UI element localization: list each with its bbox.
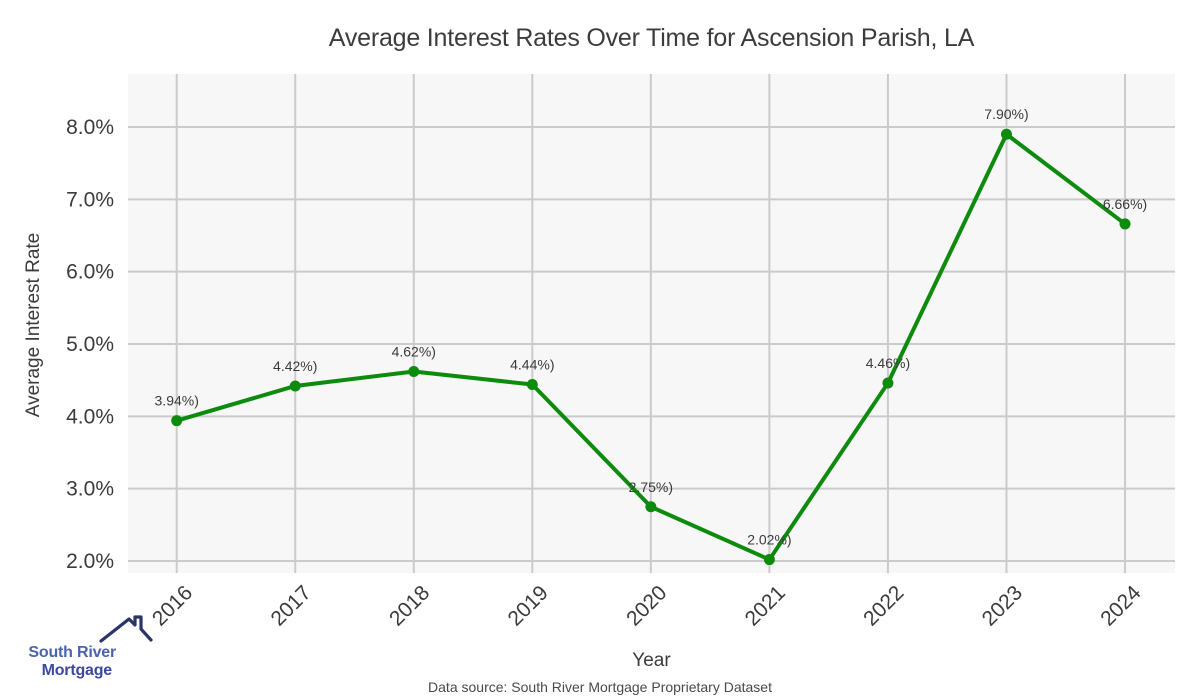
point-value-label: 2.02%) [747, 532, 791, 548]
x-tick-label: 2022 [859, 581, 908, 630]
data-point [763, 554, 775, 566]
x-tick-label: 2018 [385, 581, 434, 630]
y-tick-label: 3.0% [66, 478, 114, 501]
y-axis-title: Average Interest Rate [23, 232, 44, 418]
y-tick-label: 4.0% [66, 405, 114, 428]
data-point [1119, 218, 1131, 230]
point-value-label: 4.44%) [510, 357, 554, 373]
x-tick-label: 2023 [978, 581, 1027, 630]
x-axis-title: Year [632, 650, 671, 671]
y-tick-label: 2.0% [66, 550, 114, 573]
x-tick-label: 2024 [1096, 581, 1146, 631]
data-point [645, 501, 657, 513]
point-value-label: 4.42%) [273, 358, 317, 374]
logo-text-south-river: South River [28, 644, 116, 661]
data-point [171, 415, 183, 427]
data-point [289, 380, 301, 392]
x-tick-label: 2019 [504, 581, 553, 630]
y-tick-label: 8.0% [66, 116, 114, 139]
y-tick-label: 7.0% [66, 188, 114, 211]
data-point [408, 365, 420, 377]
data-point [882, 377, 894, 389]
point-value-label: 2.75%) [629, 479, 673, 495]
point-value-label: 3.94%) [155, 393, 199, 409]
data-point [1000, 128, 1012, 140]
point-value-label: 6.66%) [1103, 196, 1147, 212]
house-roof-icon [99, 615, 153, 643]
x-tick-label: 2020 [622, 581, 671, 630]
point-value-label: 7.90%) [984, 106, 1028, 122]
data-source-note: Data source: South River Mortgage Propri… [428, 679, 772, 695]
x-tick-label: 2021 [741, 581, 790, 630]
data-point [526, 379, 538, 391]
y-tick-label: 5.0% [66, 333, 114, 356]
x-tick-label: 2017 [266, 581, 315, 630]
logo-text-mortgage: Mortgage [41, 662, 113, 679]
south-river-mortgage-logo: South River Mortgage [16, 614, 153, 679]
chart-title: Average Interest Rates Over Time for Asc… [328, 24, 975, 52]
point-value-label: 4.46%) [866, 355, 910, 371]
y-tick-label: 6.0% [66, 261, 114, 284]
point-value-label: 4.62%) [392, 343, 436, 359]
